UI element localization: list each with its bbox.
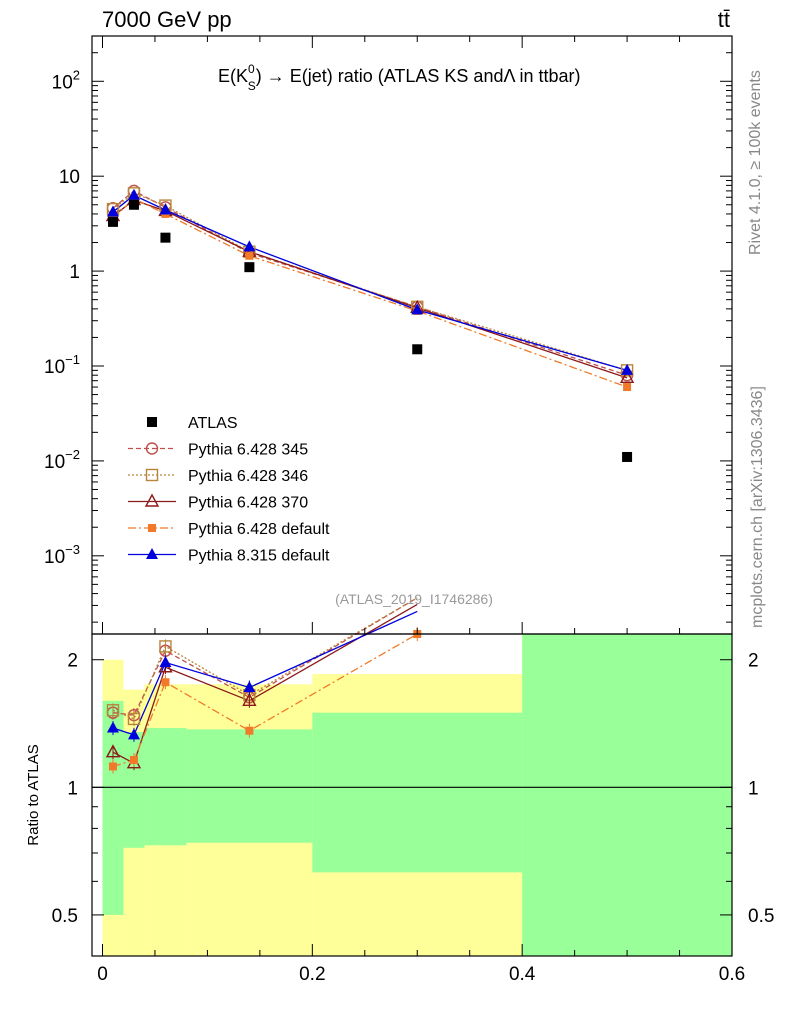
main-series-lines: [112, 190, 628, 388]
ratio-y-tick-label-right: 2: [748, 651, 759, 672]
series-marker: [106, 205, 119, 217]
atlas-point: [244, 262, 255, 273]
x-tick-label: 0: [97, 964, 108, 985]
tick-exponent: 2: [73, 67, 80, 82]
inner-band: [144, 728, 187, 846]
tick-exponent: −1: [65, 352, 80, 367]
ratio-y-tick-label: 1: [67, 778, 78, 799]
atlas-point: [160, 232, 171, 243]
atlas-point: [412, 344, 423, 355]
x-tick-label: 0.4: [509, 964, 536, 985]
tick-base: 10: [52, 72, 73, 93]
x-ticks: 0 0.2 0.4 0.6: [97, 36, 745, 985]
ratio-marker: [242, 692, 257, 707]
ratio-marker: [108, 762, 117, 771]
ratio-marker: [159, 640, 172, 653]
ratio-y-tick-label-right: 0.5: [748, 906, 774, 927]
ratio-marker: [243, 680, 256, 692]
series-marker: [159, 203, 172, 215]
series-line: [112, 192, 628, 371]
title-post: ) → E(jet) ratio (ATLAS KS andΛ in ttbar…: [256, 66, 581, 86]
ratio-marker: [127, 728, 140, 740]
y-tick-label: 10−2: [44, 447, 80, 473]
ratio-y-tick-label-right: 1: [748, 778, 759, 799]
legend-marker: [144, 493, 160, 507]
series-line: [112, 194, 628, 371]
series-line: [112, 190, 628, 376]
legend-marker: [145, 468, 159, 482]
main-series-markers: [105, 184, 635, 392]
tick-exponent: −3: [65, 542, 80, 557]
atlas-point: [128, 199, 139, 210]
tick-base: 10: [44, 357, 65, 378]
x-tick-label: 0.6: [719, 964, 745, 985]
legend-label: Pythia 8.315 default: [188, 548, 330, 565]
ratio-marker: [105, 744, 121, 758]
atlas-data-points: [107, 199, 633, 462]
title-sup: 0: [248, 62, 255, 76]
inner-band: [123, 732, 145, 848]
rivet-label: Rivet 4.1.0, ≥ 100k events: [747, 70, 764, 255]
series-marker: [243, 240, 256, 252]
main-plot-frame: [91, 35, 733, 635]
ratio-y-tick-label: 2: [67, 651, 78, 672]
title-pre: E(K: [218, 66, 248, 86]
tick-base: 10: [59, 167, 80, 188]
legend-label: Pythia 6.428 default: [188, 521, 330, 538]
inner-band: [522, 634, 732, 956]
legend-label: Pythia 6.428 346: [188, 468, 308, 485]
ratio-marker: [106, 721, 119, 733]
tick-base: 1: [69, 262, 80, 283]
ratio-line: [112, 633, 418, 768]
energy-label: 7000 GeV pp: [102, 7, 232, 32]
legend: ATLAS Pythia 6.428 345 Pythia 6.428 346 Pyt…: [128, 415, 330, 565]
series-marker: [245, 251, 254, 260]
y-tick-label: 102: [52, 67, 80, 93]
legend-atlas-marker: [147, 417, 157, 427]
legend-marker: [146, 548, 158, 559]
atlas-point: [622, 451, 633, 462]
series-marker: [411, 303, 424, 315]
series-marker: [623, 383, 632, 392]
ratio-uncertainty-bands: [92, 634, 732, 956]
y-tick-label: 10−3: [44, 542, 80, 568]
y-tick-label: 10: [59, 167, 80, 188]
tick-exponent: −2: [65, 447, 80, 462]
plot-title: E(K0 S) → E(jet) ratio (ATLAS KS andΛ in …: [218, 62, 581, 93]
ratio-series-markers: [105, 627, 422, 774]
y-tick-label: 10−1: [44, 352, 80, 378]
ratio-y-tick-label: 0.5: [52, 906, 78, 927]
ratio-marker: [159, 656, 172, 668]
legend-marker: [148, 524, 156, 532]
ratio-marker: [245, 726, 254, 735]
ratio-y-label: Ratio to ATLAS: [25, 744, 42, 845]
legend-atlas-label: ATLAS: [188, 415, 238, 432]
x-tick-label: 0.2: [299, 964, 325, 985]
tick-base: 10: [44, 547, 65, 568]
series-marker: [619, 369, 635, 384]
ratio-y-ticks: 2 2 1 1 0.5 0.5: [52, 651, 775, 927]
ratio-marker: [106, 704, 120, 717]
title-sub: S: [248, 79, 256, 93]
ratio-marker: [129, 756, 138, 765]
legend-label: Pythia 6.428 345: [188, 442, 308, 459]
ratio-marker: [161, 678, 170, 687]
inner-band: [312, 712, 523, 873]
atlas-point: [107, 216, 118, 227]
series-marker: [127, 188, 140, 200]
process-label: tt̄: [718, 7, 730, 32]
inner-band: [186, 729, 313, 843]
series-marker: [621, 363, 634, 375]
ratio-marker: [127, 712, 141, 726]
mcplots-label: mcplots.cern.ch [arXiv:1306.3436]: [749, 386, 766, 628]
ratio-plot-frame: [91, 633, 733, 957]
legend-marker: [145, 442, 159, 455]
analysis-id: (ATLAS_2019_I1746286): [335, 591, 493, 607]
tick-base: 10: [44, 452, 65, 473]
y-tick-label: 1: [69, 262, 80, 283]
legend-label: Pythia 6.428 370: [188, 495, 308, 512]
